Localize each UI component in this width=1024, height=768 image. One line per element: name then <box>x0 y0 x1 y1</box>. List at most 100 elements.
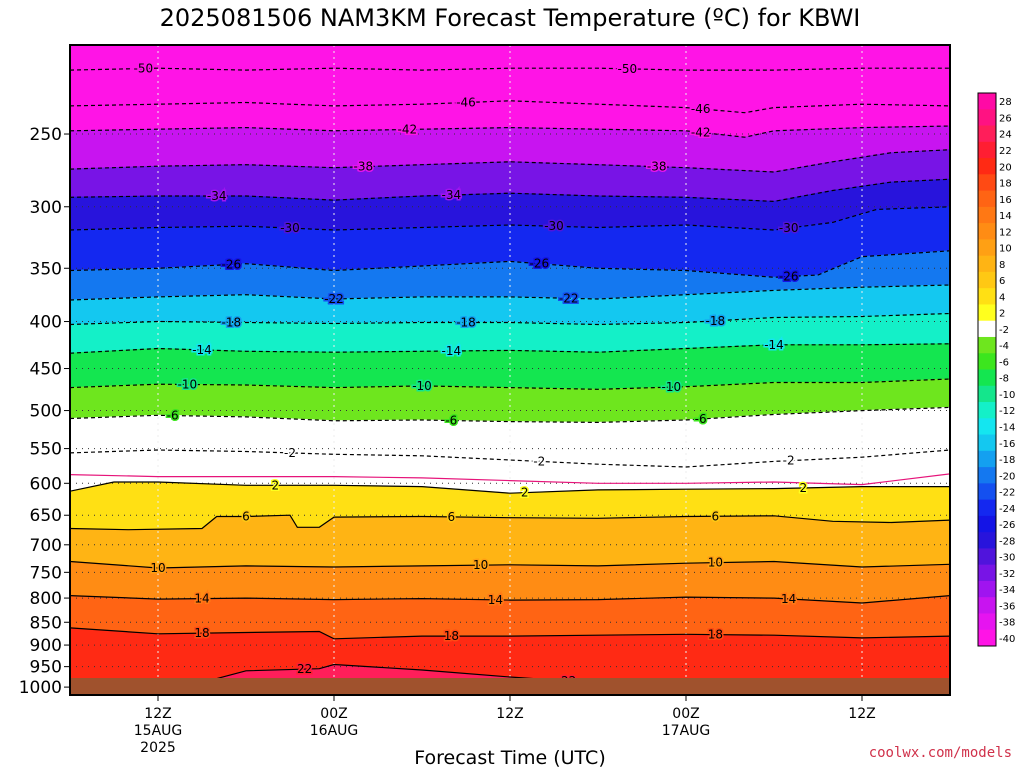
contour-line <box>70 100 950 114</box>
x-tick-label: 12Z <box>496 706 523 722</box>
colorbar-swatch <box>978 190 996 208</box>
colorbar-swatch <box>978 629 996 647</box>
colorbar-label: 16 <box>999 195 1012 206</box>
colorbar-swatch <box>978 320 996 338</box>
contour-line <box>70 149 950 173</box>
credit-link[interactable]: coolwx.com/models <box>869 745 1012 761</box>
colorbar-swatch <box>978 141 996 159</box>
colorbar-label: -38 <box>999 618 1015 629</box>
y-tick-label: 700 <box>30 536 62 556</box>
colorbar-swatch <box>978 158 996 175</box>
y-tick-label: 250 <box>30 125 62 145</box>
contour-label: -46 <box>456 95 476 109</box>
y-tick-label: 650 <box>30 506 62 526</box>
colorbar-label: -8 <box>999 374 1009 385</box>
chart-title: 2025081506 NAM3KM Forecast Temperature (… <box>160 4 861 32</box>
x-axis-label: Forecast Time (UTC) <box>414 747 605 768</box>
contour-label: -26 <box>530 257 550 271</box>
colorbar-label: 28 <box>999 97 1012 108</box>
contour-label: -30 <box>280 221 300 235</box>
colorbar-swatch <box>978 125 996 143</box>
colorbar-swatch <box>978 580 996 598</box>
colorbar-swatch <box>978 239 996 257</box>
colorbar-swatch <box>978 369 996 387</box>
contour-line <box>70 481 950 494</box>
contour-label: 18 <box>444 629 459 643</box>
colorbar-label: 14 <box>999 211 1012 222</box>
y-tick-label: 600 <box>30 474 62 494</box>
contour-label: -50 <box>618 62 638 76</box>
colorbar-label: 22 <box>999 146 1012 157</box>
y-tick-label: 350 <box>30 259 62 279</box>
colorbar-label: -14 <box>999 422 1015 433</box>
contour-label: 6 <box>242 509 250 523</box>
contour-label: 22 <box>297 662 312 676</box>
contour-line <box>70 206 950 231</box>
y-tick-label: 400 <box>30 313 62 333</box>
y-tick-label: 950 <box>30 658 62 678</box>
colorbar-label: 2 <box>999 309 1005 320</box>
colorbar-swatch <box>978 548 996 566</box>
colorbar-swatch <box>978 402 996 419</box>
colorbar-label: -30 <box>999 553 1015 564</box>
x-tick-label: 12Z <box>144 706 171 722</box>
colorbar-swatch <box>978 206 996 224</box>
y-tick-label: 800 <box>30 589 62 609</box>
contour-line <box>70 595 950 604</box>
colorbar-label: 10 <box>999 244 1012 255</box>
y-tick-label: 1000 <box>19 678 62 698</box>
ground-surface <box>70 678 950 695</box>
contour-label: -10 <box>662 380 682 394</box>
colorbar-swatch <box>978 613 996 631</box>
contour-line <box>70 560 950 569</box>
contour-label: 14 <box>488 593 503 607</box>
colorbar-label: -18 <box>999 455 1015 466</box>
contour-label: -34 <box>207 189 227 203</box>
contour-label: 14 <box>781 592 796 606</box>
colorbar-label: 18 <box>999 179 1012 190</box>
contour-label: -6 <box>167 409 179 423</box>
y-axis: 250 300 350 400 450 500 550 600 650 700 750 800 850 9… <box>19 125 70 698</box>
contour-label: 6 <box>712 509 720 523</box>
colorbar-label: -12 <box>999 406 1015 417</box>
contour-label: 2 <box>272 478 280 492</box>
colorbar-swatch <box>978 109 996 127</box>
contour-label: 10 <box>473 558 488 572</box>
contour-label: -10 <box>178 377 198 391</box>
colorbar-swatch <box>978 515 996 533</box>
contour-line <box>70 514 950 531</box>
colorbar-label: -16 <box>999 439 1015 450</box>
contour-label: 10 <box>708 556 723 570</box>
x-tick-label: 16AUG <box>310 723 359 739</box>
contour-line <box>70 473 950 486</box>
colorbar-label: -40 <box>999 634 1015 645</box>
colorbar-swatch <box>978 532 996 549</box>
contour-label: -10 <box>412 379 432 393</box>
contour-line <box>70 125 950 138</box>
colorbar-swatch <box>978 418 996 436</box>
colorbar-label: -20 <box>999 471 1015 482</box>
x-tick-label: 00Z <box>320 706 347 722</box>
y-tick-label: 900 <box>30 636 62 656</box>
contour-label: 6 <box>448 510 456 524</box>
y-tick-label: 300 <box>30 198 62 218</box>
contour-label: -30 <box>779 221 799 235</box>
contour-label: -42 <box>398 122 418 136</box>
contour-label: -22 <box>559 291 579 305</box>
contour-line <box>70 178 950 203</box>
colorbar-label: 20 <box>999 162 1012 173</box>
contour-label: -34 <box>442 188 462 202</box>
colorbar-label: -22 <box>999 488 1015 499</box>
colorbar-label: 8 <box>999 260 1005 271</box>
contour-label: 14 <box>194 592 209 606</box>
colorbar-swatch <box>978 255 996 273</box>
contour-label: -2 <box>284 446 296 460</box>
y-tick-label: 850 <box>30 613 62 633</box>
colorbar-label: -34 <box>999 585 1015 596</box>
colorbar-swatch <box>978 288 996 305</box>
contour-label: -22 <box>324 292 344 306</box>
colorbar-frame <box>977 92 997 647</box>
contour-label: -14 <box>192 343 212 357</box>
